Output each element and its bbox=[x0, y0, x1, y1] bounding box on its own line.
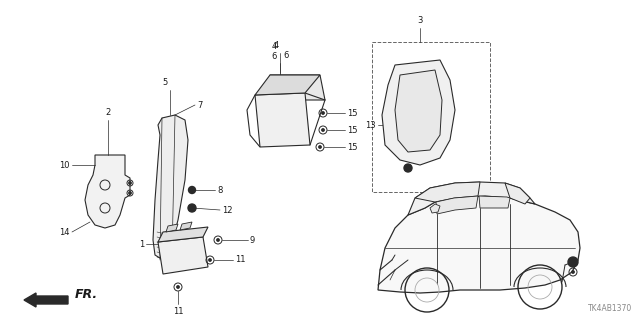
Text: 4: 4 bbox=[272, 42, 277, 51]
Polygon shape bbox=[166, 224, 178, 232]
Polygon shape bbox=[180, 222, 192, 230]
Polygon shape bbox=[255, 93, 310, 147]
Text: 1: 1 bbox=[139, 239, 144, 249]
Text: 9: 9 bbox=[250, 236, 255, 244]
Text: 15: 15 bbox=[347, 125, 358, 134]
Circle shape bbox=[322, 129, 324, 131]
Polygon shape bbox=[382, 60, 455, 165]
Text: 15: 15 bbox=[347, 108, 358, 117]
Text: 14: 14 bbox=[60, 228, 70, 236]
Polygon shape bbox=[430, 204, 440, 213]
Text: FR.: FR. bbox=[75, 289, 98, 301]
Text: 6: 6 bbox=[283, 51, 289, 60]
Polygon shape bbox=[158, 237, 208, 274]
Circle shape bbox=[217, 239, 219, 241]
Circle shape bbox=[572, 271, 574, 273]
Circle shape bbox=[129, 192, 131, 194]
Bar bbox=[372, 42, 490, 192]
Text: 7: 7 bbox=[197, 100, 202, 109]
Circle shape bbox=[177, 286, 179, 288]
Polygon shape bbox=[436, 196, 478, 214]
Text: 2: 2 bbox=[106, 108, 111, 117]
Polygon shape bbox=[158, 227, 208, 242]
Polygon shape bbox=[255, 75, 320, 95]
Polygon shape bbox=[415, 182, 480, 202]
Text: 4: 4 bbox=[273, 41, 278, 50]
Circle shape bbox=[188, 204, 196, 212]
Text: 13: 13 bbox=[365, 121, 376, 130]
Text: TK4AB1370: TK4AB1370 bbox=[588, 304, 632, 313]
Text: 8: 8 bbox=[217, 186, 222, 195]
Text: 12: 12 bbox=[222, 205, 232, 214]
Polygon shape bbox=[85, 155, 130, 228]
Circle shape bbox=[209, 259, 211, 261]
Polygon shape bbox=[378, 196, 580, 293]
Circle shape bbox=[404, 164, 412, 172]
Circle shape bbox=[322, 112, 324, 114]
Polygon shape bbox=[408, 182, 535, 215]
Text: 11: 11 bbox=[235, 255, 246, 265]
Polygon shape bbox=[479, 196, 510, 208]
Polygon shape bbox=[505, 183, 530, 204]
Text: 15: 15 bbox=[347, 142, 358, 151]
Circle shape bbox=[319, 146, 321, 148]
Circle shape bbox=[129, 182, 131, 184]
Circle shape bbox=[189, 187, 195, 194]
Polygon shape bbox=[395, 70, 442, 152]
Polygon shape bbox=[270, 75, 325, 100]
FancyArrow shape bbox=[24, 293, 68, 307]
Polygon shape bbox=[153, 115, 188, 260]
Text: 11: 11 bbox=[173, 307, 183, 316]
Circle shape bbox=[568, 257, 578, 267]
Text: 3: 3 bbox=[417, 16, 422, 25]
Text: 6: 6 bbox=[271, 52, 277, 61]
Text: 5: 5 bbox=[163, 78, 168, 87]
Text: 10: 10 bbox=[60, 161, 70, 170]
